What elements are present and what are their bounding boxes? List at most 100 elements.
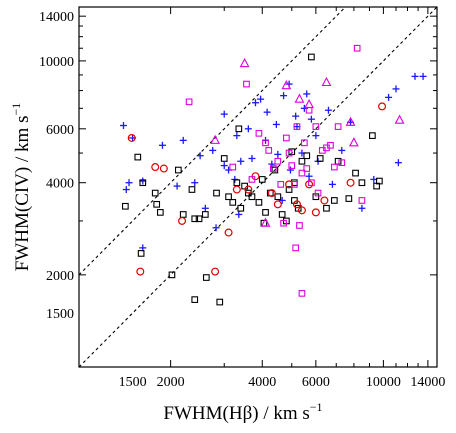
data-point-plus xyxy=(286,166,294,174)
data-point-square xyxy=(303,165,311,172)
data-point-plus xyxy=(173,182,181,190)
data-point-square xyxy=(255,129,263,137)
data-point-plus xyxy=(122,186,130,194)
data-point-square xyxy=(185,98,193,106)
data-point-square xyxy=(243,80,250,88)
data-point-square xyxy=(298,169,306,177)
data-point-plus xyxy=(212,224,220,232)
data-point-square xyxy=(277,181,285,188)
data-point-square xyxy=(308,53,315,61)
data-point-square xyxy=(262,139,269,147)
data-point-square xyxy=(278,211,286,218)
y-axis-title: FWHM(CIV) / km s−1 xyxy=(9,103,33,271)
data-point-square xyxy=(293,123,301,130)
data-point-triangle xyxy=(348,137,359,147)
data-point-plus xyxy=(303,90,311,98)
data-point-square xyxy=(191,215,199,223)
data-point-square xyxy=(314,189,322,197)
data-point-circle xyxy=(346,178,355,187)
data-point-square xyxy=(244,189,252,197)
data-point-square xyxy=(274,157,282,165)
data-point-plus xyxy=(119,122,127,130)
data-point-square xyxy=(202,274,210,281)
x-tick-label: 2000 xyxy=(157,375,185,390)
data-point-plus xyxy=(220,110,228,118)
data-point-square xyxy=(283,134,290,142)
data-point-square xyxy=(139,179,147,187)
data-point-plus xyxy=(209,146,217,154)
data-point-square xyxy=(265,147,273,154)
data-point-square xyxy=(179,211,187,218)
data-point-plus xyxy=(196,152,204,160)
data-point-square xyxy=(288,162,296,169)
data-point-square xyxy=(229,163,237,171)
data-point-plus xyxy=(411,72,419,80)
data-point-plus xyxy=(220,162,228,170)
data-point-triangle xyxy=(345,116,356,126)
x-tick-label: 10000 xyxy=(366,375,401,390)
data-point-triangle xyxy=(239,57,250,68)
data-point-plus xyxy=(278,196,286,204)
data-point-square xyxy=(345,195,353,202)
x-tick-label: 6000 xyxy=(302,375,330,390)
data-point-square xyxy=(122,202,129,210)
data-point-square xyxy=(358,179,366,187)
data-point-square xyxy=(201,211,209,218)
data-point-square xyxy=(153,200,161,208)
data-point-square xyxy=(291,181,298,188)
data-point-circle xyxy=(127,133,136,142)
data-point-square xyxy=(248,193,256,201)
data-point-square xyxy=(352,169,359,177)
data-point-plus xyxy=(237,157,245,165)
data-point-plus xyxy=(263,108,271,116)
data-point-square xyxy=(274,193,282,201)
data-point-square xyxy=(191,296,199,303)
data-point-triangle xyxy=(281,80,292,90)
data-point-plus xyxy=(233,132,241,140)
data-point-plus xyxy=(358,204,366,212)
data-point-plus xyxy=(274,150,282,158)
x-tick-label: 4000 xyxy=(248,375,276,390)
data-point-square xyxy=(296,222,303,229)
data-point-plus xyxy=(394,159,402,167)
data-point-circle xyxy=(232,185,241,194)
y-tick-label: 14000 xyxy=(39,10,74,25)
data-point-square xyxy=(195,215,203,223)
data-point-plus xyxy=(257,95,265,103)
data-point-square xyxy=(353,44,361,52)
data-point-square xyxy=(285,149,293,157)
data-point-plus xyxy=(191,179,199,187)
x-tick-label: 1500 xyxy=(119,375,147,390)
data-point-square xyxy=(213,189,220,197)
data-point-plus xyxy=(251,99,259,107)
data-point-square xyxy=(312,193,320,201)
reference-lines xyxy=(79,7,437,367)
data-point-triangle xyxy=(321,76,332,87)
x-tick-label: 14000 xyxy=(410,375,445,390)
data-point-square xyxy=(330,163,338,171)
data-point-circle xyxy=(267,189,276,198)
data-point-square xyxy=(168,271,176,279)
data-point-plus xyxy=(244,125,252,133)
data-point-plus xyxy=(235,210,243,218)
data-point-circle xyxy=(178,216,187,225)
data-point-square xyxy=(262,209,269,216)
data-point-plus xyxy=(158,141,166,149)
data-point-circle xyxy=(273,200,282,209)
data-point-square xyxy=(312,123,320,130)
data-point-circle xyxy=(378,102,387,111)
data-point-square xyxy=(316,155,324,162)
data-point-triangle xyxy=(294,93,305,103)
data-point-circle xyxy=(151,163,160,172)
data-point-circle xyxy=(244,185,253,194)
data-point-square xyxy=(271,166,279,174)
data-point-square xyxy=(358,197,366,204)
data-point-square xyxy=(323,204,330,212)
data-point-square xyxy=(298,157,306,165)
data-point-plus xyxy=(312,132,320,140)
data-point-square xyxy=(156,209,164,216)
data-point-plus xyxy=(248,154,256,162)
data-point-triangle xyxy=(210,134,221,144)
reference-line-1 xyxy=(79,7,437,367)
